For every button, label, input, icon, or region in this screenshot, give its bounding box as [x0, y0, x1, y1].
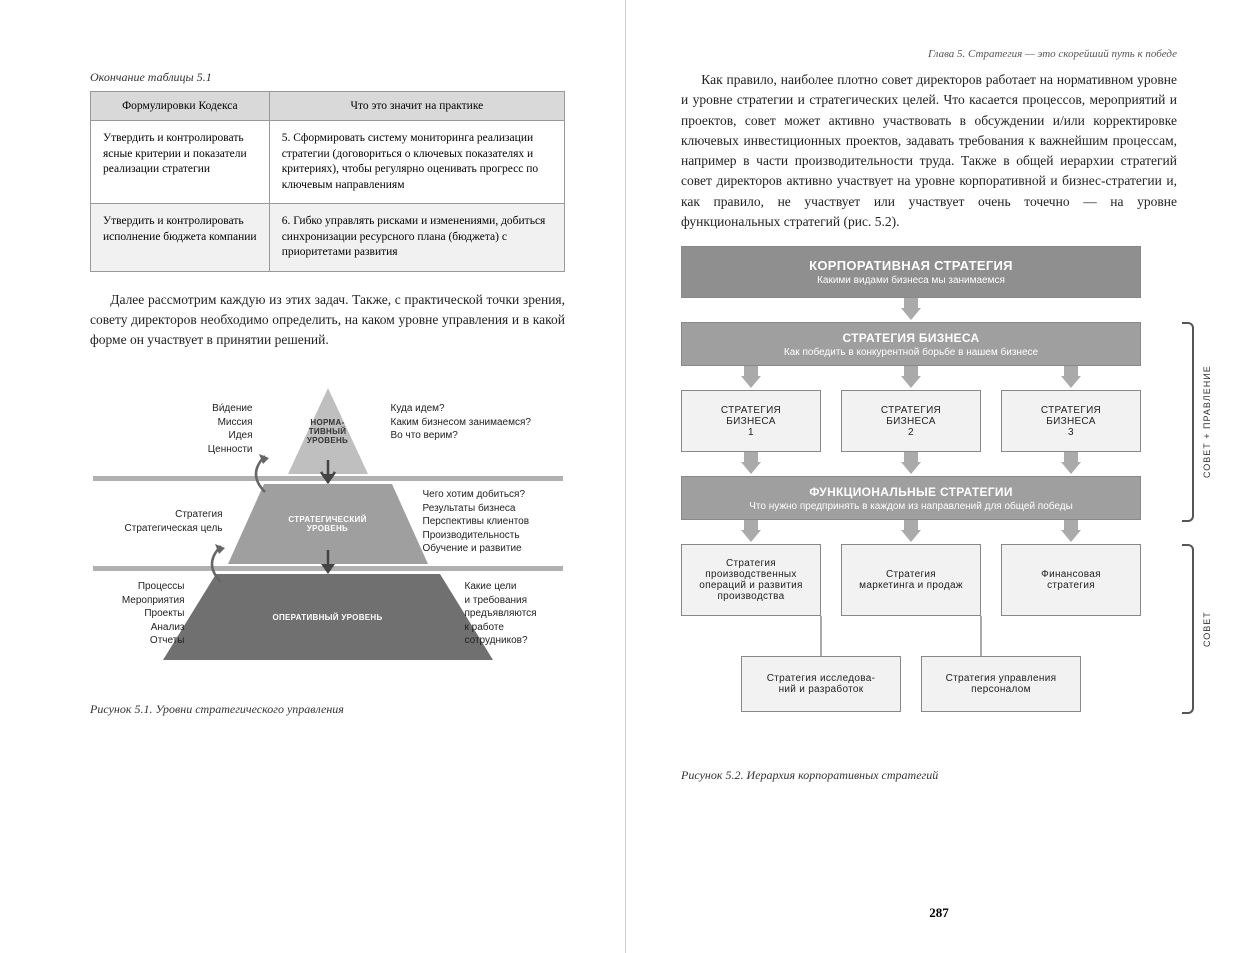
- node-func-4: Стратегия исследова-ний и разработок: [741, 656, 901, 712]
- cell: 6. Гибко управлять рисками и изменениями…: [269, 204, 564, 272]
- node-func-5: Стратегия управленияперсоналом: [921, 656, 1081, 712]
- node-business-strategy: СТРАТЕГИЯ БИЗНЕСА Как победить в конкуре…: [681, 322, 1141, 366]
- figure-5-2-hierarchy: КОРПОРАТИВНАЯ СТРАТЕГИЯ Какими видами би…: [681, 246, 1176, 756]
- brace-lower: [1182, 544, 1194, 714]
- loop-arrow-icon: [245, 452, 269, 496]
- arrow-down-icon: [741, 452, 761, 476]
- arrow-down-icon: [901, 452, 921, 476]
- node-corporate-strategy: КОРПОРАТИВНАЯ СТРАТЕГИЯ Какими видами би…: [681, 246, 1141, 298]
- tier-label: НОРМА-ТИВНЫЙУРОВЕНЬ: [301, 418, 354, 446]
- table-caption: Окончание таблицы 5.1: [90, 70, 565, 85]
- figure-caption: Рисунок 5.1. Уровни стратегического упра…: [90, 702, 565, 717]
- connector: [811, 616, 831, 656]
- node-biz-2: СТРАТЕГИЯБИЗНЕСА2: [841, 390, 981, 452]
- node-sub: Как победить в конкурентной борьбе в наш…: [784, 347, 1038, 358]
- cell: Утвердить и контролировать ясные критери…: [91, 121, 270, 204]
- node-label: СТРАТЕГИЯБИЗНЕСА1: [721, 405, 781, 438]
- table-5-1: Формулировки Кодекса Что это значит на п…: [90, 91, 565, 272]
- tier-label: СТРАТЕГИЧЕСКИЙУРОВЕНЬ: [282, 515, 372, 533]
- th-col2: Что это значит на практике: [269, 92, 564, 121]
- node-title: ФУНКЦИОНАЛЬНЫЕ СТРАТЕГИИ: [809, 485, 1013, 499]
- node-label: СТРАТЕГИЯБИЗНЕСА2: [881, 405, 941, 438]
- node-label: Финансоваястратегия: [1041, 569, 1101, 591]
- node-func-3: Финансоваястратегия: [1001, 544, 1141, 616]
- arrow-down-icon: [1061, 366, 1081, 390]
- node-label: Стратегия управленияперсоналом: [946, 673, 1057, 695]
- node-label: Стратегияпроизводственныхопераций и разв…: [699, 558, 802, 602]
- arrow-down-icon: [319, 550, 337, 576]
- tier-label: ОПЕРАТИВНЫЙ УРОВЕНЬ: [266, 613, 388, 622]
- table-row: Утвердить и контролировать исполнение бю…: [91, 204, 565, 272]
- page-left: Окончание таблицы 5.1 Формулировки Кодек…: [0, 0, 626, 953]
- node-title: КОРПОРАТИВНАЯ СТРАТЕГИЯ: [809, 258, 1013, 273]
- paragraph: Далее рассмотрим каждую из этих задач. Т…: [90, 290, 565, 351]
- node-sub: Что нужно предпринять в каждом из направ…: [749, 501, 1073, 512]
- pyramid-right-label-1: Куда идем?Каким бизнесом занимаемся?Во ч…: [391, 402, 571, 443]
- cell: 5. Сформировать систему мониторинга реал…: [269, 121, 564, 204]
- page-right: Глава 5. Стратегия — это скорейший путь …: [626, 0, 1252, 953]
- arrow-down-icon: [741, 366, 761, 390]
- pyramid-left-label-1: Ви́дениеМиссияИдеяЦенности: [113, 402, 253, 456]
- pyramid-left-label-2: СтратегияСтратегическая цель: [83, 508, 223, 535]
- node-func-2: Стратегиямаркетинга и продаж: [841, 544, 981, 616]
- table-row: Утвердить и контролировать ясные критери…: [91, 121, 565, 204]
- brace-label-upper: СОВЕТ + ПРАВЛЕНИЕ: [1202, 322, 1212, 522]
- figure-5-1-pyramid: НОРМА-ТИВНЫЙУРОВЕНЬ СТРАТЕГИЧЕСКИЙУРОВЕН…: [93, 380, 563, 680]
- arrow-down-icon: [901, 520, 921, 544]
- cell: Утвердить и контролировать исполнение бю…: [91, 204, 270, 272]
- loop-arrow-icon: [201, 542, 225, 586]
- node-biz-3: СТРАТЕГИЯБИЗНЕСА3: [1001, 390, 1141, 452]
- node-title: СТРАТЕГИЯ БИЗНЕСА: [842, 331, 979, 345]
- node-func-1: Стратегияпроизводственныхопераций и разв…: [681, 544, 821, 616]
- connector: [971, 616, 991, 656]
- pyramid-left-label-3: ПроцессыМероприятияПроектыАнализОтчеты: [65, 580, 185, 648]
- node-biz-1: СТРАТЕГИЯБИЗНЕСА1: [681, 390, 821, 452]
- figure-caption: Рисунок 5.2. Иерархия корпоративных стра…: [681, 768, 1177, 783]
- pyramid-tier-3: ОПЕРАТИВНЫЙ УРОВЕНЬ: [158, 574, 498, 660]
- node-sub: Какими видами бизнеса мы занимаемся: [817, 275, 1005, 286]
- pyramid-right-label-2: Чего хотим добиться?Результаты бизнесаПе…: [423, 488, 593, 556]
- node-label: Стратегиямаркетинга и продаж: [859, 569, 963, 591]
- brace-upper: [1182, 322, 1194, 522]
- page-number: 287: [626, 905, 1252, 921]
- pyramid-right-label-3: Какие целии требованияпредъявляютсяк раб…: [465, 580, 595, 648]
- running-head: Глава 5. Стратегия — это скорейший путь …: [928, 48, 1177, 60]
- arrow-down-icon: [901, 366, 921, 390]
- node-label: СТРАТЕГИЯБИЗНЕСА3: [1041, 405, 1101, 438]
- paragraph: Как правило, наиболее плотно совет дирек…: [681, 70, 1177, 232]
- arrow-down-icon: [1061, 452, 1081, 476]
- node-label: Стратегия исследова-ний и разработок: [767, 673, 875, 695]
- book-spread: Окончание таблицы 5.1 Формулировки Кодек…: [0, 0, 1252, 953]
- arrow-down-icon: [1061, 520, 1081, 544]
- th-col1: Формулировки Кодекса: [91, 92, 270, 121]
- node-functional-strategies: ФУНКЦИОНАЛЬНЫЕ СТРАТЕГИИ Что нужно предп…: [681, 476, 1141, 520]
- arrow-down-icon: [741, 520, 761, 544]
- arrow-down-icon: [319, 460, 337, 486]
- arrow-down-icon: [901, 298, 921, 322]
- brace-label-lower: СОВЕТ: [1202, 544, 1212, 714]
